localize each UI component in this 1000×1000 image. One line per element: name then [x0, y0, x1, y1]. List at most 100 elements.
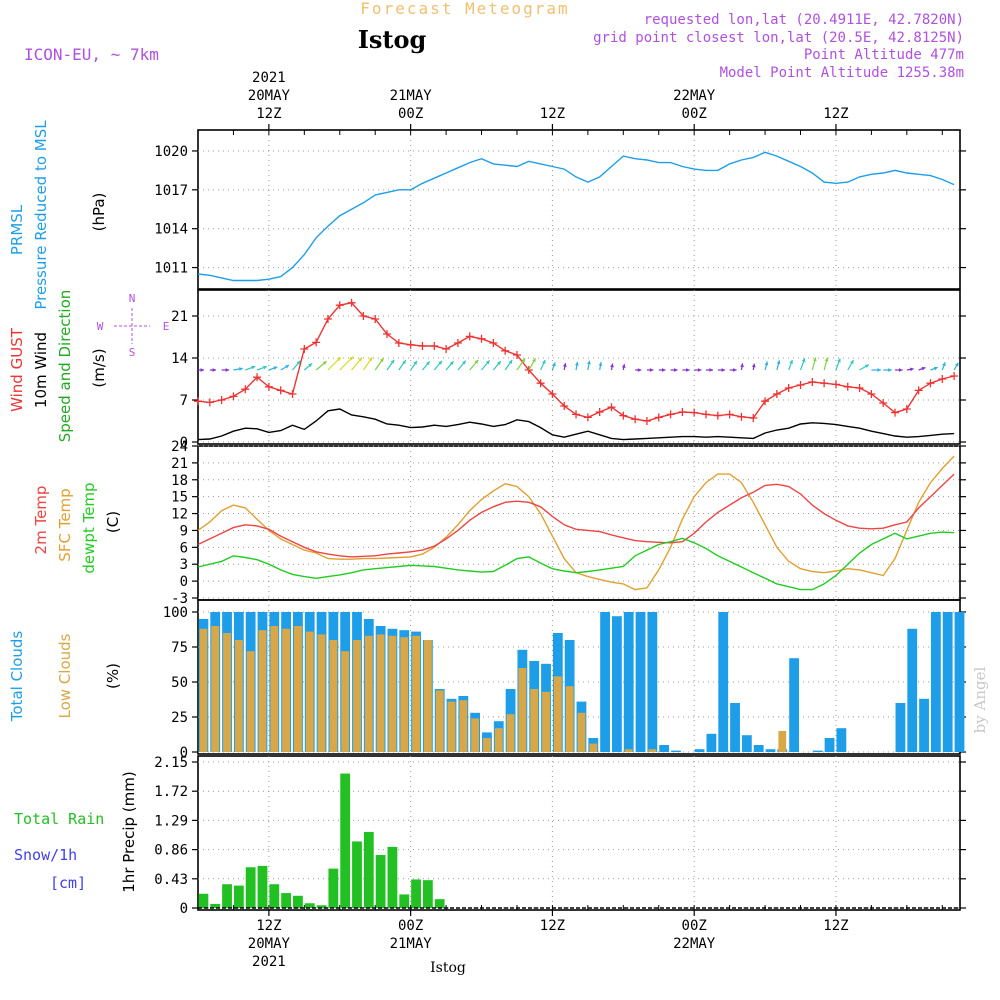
watermark: by Angel [971, 666, 989, 733]
clouds-ytick-label: 75 [171, 640, 188, 656]
top-time-label: 12Z [256, 106, 281, 122]
rain-bar [269, 884, 280, 908]
rain-bar [375, 855, 386, 908]
low-clouds-bar [459, 700, 468, 752]
low-clouds-bar [329, 640, 338, 752]
temp-ytick-label: 21 [171, 456, 188, 472]
total-clouds-bar [942, 612, 953, 752]
pressure-label-2: Pressure Reduced to MSL [32, 120, 50, 310]
total-clouds-bar [623, 612, 634, 752]
gust-marker [702, 410, 710, 419]
temp-ytick-label: 6 [180, 540, 188, 556]
clouds-ytick-label: 100 [163, 605, 188, 621]
low-clouds-bar [223, 633, 231, 752]
total-clouds-bar [836, 728, 847, 752]
grid-point-coords: grid point closest lon,lat (20.5E, 42.81… [593, 30, 964, 46]
rain-bar [352, 841, 362, 908]
compass-north: N [129, 292, 136, 305]
wind-arrow-head [824, 357, 829, 362]
precip-panel [197, 755, 961, 911]
rain-bar [328, 868, 339, 908]
gust-marker [383, 330, 392, 338]
total-clouds-bar [647, 612, 658, 752]
wind-arrow-head [308, 363, 313, 368]
low-clouds-bar [423, 640, 432, 752]
total-clouds-label: Total Clouds [8, 631, 26, 723]
gust-marker [465, 332, 474, 341]
clouds-ytick-label: 25 [171, 710, 188, 726]
compass-east: E [163, 320, 170, 333]
gust-marker [713, 411, 722, 420]
rain-bar [363, 831, 374, 908]
wind-arrow-head [764, 361, 769, 366]
model-label: ICON-EU, ~ 7km [24, 45, 159, 64]
requested-coords: requested lon,lat (20.4911E, 42.7820N) [644, 12, 964, 28]
wind-arrow-head [877, 368, 881, 372]
low-clouds-bar [364, 635, 373, 752]
gust-label: Wind GUST [8, 327, 26, 412]
pressure-ytick-label: 1014 [154, 222, 188, 238]
wind-label: 10m Wind [32, 332, 50, 408]
wind-arrow-head [954, 362, 959, 367]
gust-marker [418, 342, 427, 350]
top-time-label: 21MAY [390, 88, 433, 104]
wind-arrow-head [239, 367, 243, 371]
wind-arrow-head [888, 368, 892, 372]
wind-arrow-head [812, 357, 817, 362]
wind-ytick-label: 21 [171, 309, 188, 325]
snow-label: Snow/1h [14, 846, 77, 864]
wind-unit: (m/s) [90, 348, 108, 387]
wind-arrow-head [899, 368, 903, 372]
gust-marker [288, 390, 297, 398]
wind-arrow-head [273, 366, 278, 370]
rain-bar [210, 903, 221, 908]
dewpt-temp-line [197, 531, 955, 591]
wind-arrow-head [425, 361, 430, 366]
low-clouds-bar [246, 651, 255, 752]
gust-marker [642, 417, 651, 425]
bottom-time-label: 00Z [682, 918, 707, 934]
gust-marker [572, 410, 581, 419]
rain-bar [399, 894, 410, 908]
wind-arrow-head [864, 364, 869, 369]
low-clouds-bar [518, 668, 527, 752]
low-clouds-bar [270, 626, 279, 752]
bottom-time-label: 21MAY [390, 936, 433, 952]
wind-arrow-head [474, 359, 479, 364]
wind-arrow-head [262, 365, 267, 370]
precip-ytick-label: 1.29 [154, 813, 188, 829]
total-clouds-bar [611, 616, 622, 752]
top-time-label: 00Z [682, 106, 707, 122]
gust-marker [477, 334, 486, 343]
total-clouds-bar [919, 698, 929, 752]
bottom-time-label: 00Z [398, 918, 423, 934]
gust-marker [323, 315, 332, 323]
wind-arrow-head [508, 359, 513, 364]
gust-marker [501, 346, 510, 355]
rain-bar [434, 899, 445, 908]
wind-arrow-head [251, 365, 256, 370]
rain-bar [411, 879, 421, 908]
total-clouds-bar [730, 703, 740, 752]
gust-marker [891, 408, 900, 417]
low-clouds-bar [542, 691, 550, 752]
wind-arrow-head [402, 360, 406, 365]
rain-bar [293, 895, 303, 908]
dewpt-temp-label: dewpt Temp [80, 482, 98, 573]
wind-arrow-head [379, 358, 384, 363]
compass-west: W [97, 320, 104, 333]
temp2m-line [197, 473, 955, 558]
rain-bar [245, 867, 256, 908]
gust-marker [394, 339, 403, 347]
wind-arrow-head [942, 362, 946, 367]
pressure-label-1: PRMSL [8, 204, 26, 255]
wind-arrow-head [368, 357, 373, 362]
wind-arrow-head [521, 358, 526, 363]
wind-ytick-label: 0 [180, 435, 188, 451]
gust-marker [312, 338, 321, 347]
gust-marker [950, 372, 959, 380]
pressure-panel [197, 129, 961, 290]
wind-compass: N S W E [97, 292, 170, 359]
low-clouds-bar [412, 635, 420, 752]
wind-arrow-head [674, 368, 678, 372]
